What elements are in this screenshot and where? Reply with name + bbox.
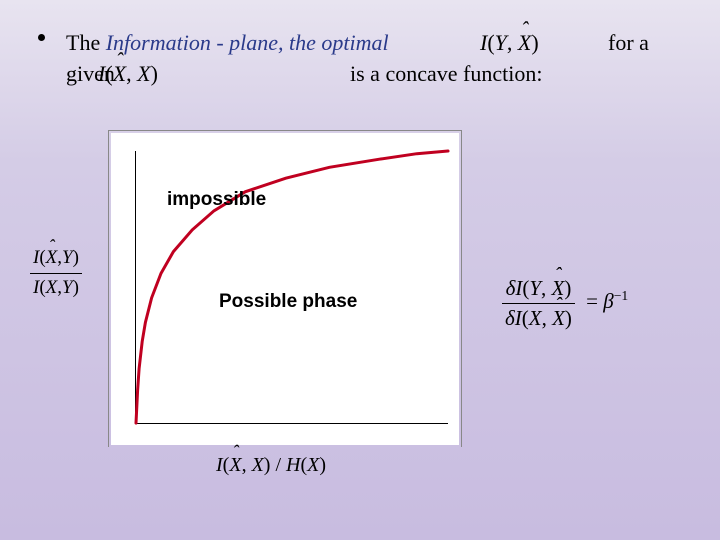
bullet-dot: [38, 34, 45, 41]
bullet-line-1: The Information - plane, the optimal I(Y…: [66, 28, 690, 59]
slope-equation: δI(Y, X) δI(X, X) = β−1: [502, 276, 628, 331]
text-concave: is a concave function:: [350, 59, 542, 90]
chart-background: impossible Possible phase: [111, 133, 459, 445]
label-possible: Possible phase: [219, 291, 357, 313]
expr-ixx: I(X, X): [98, 59, 158, 90]
bullet-text-block: The Information - plane, the optimal I(Y…: [38, 28, 690, 90]
text-for-a: for a: [608, 28, 649, 59]
y-axis-label: I(X,Y) I(X,Y): [30, 246, 82, 300]
bullet-line-2: given I(X, X) is a concave function:: [66, 59, 690, 90]
text-info-plane: Information - plane: [106, 30, 278, 55]
expr-iyx: I(Y, X): [480, 28, 539, 59]
label-impossible: impossible: [167, 189, 266, 211]
x-axis-label: I(X, X) / H(X): [216, 454, 326, 477]
chart-frame: impossible Possible phase: [108, 130, 462, 447]
text-comma-optimal: , the optimal: [278, 30, 389, 55]
text-the: The: [66, 30, 106, 55]
